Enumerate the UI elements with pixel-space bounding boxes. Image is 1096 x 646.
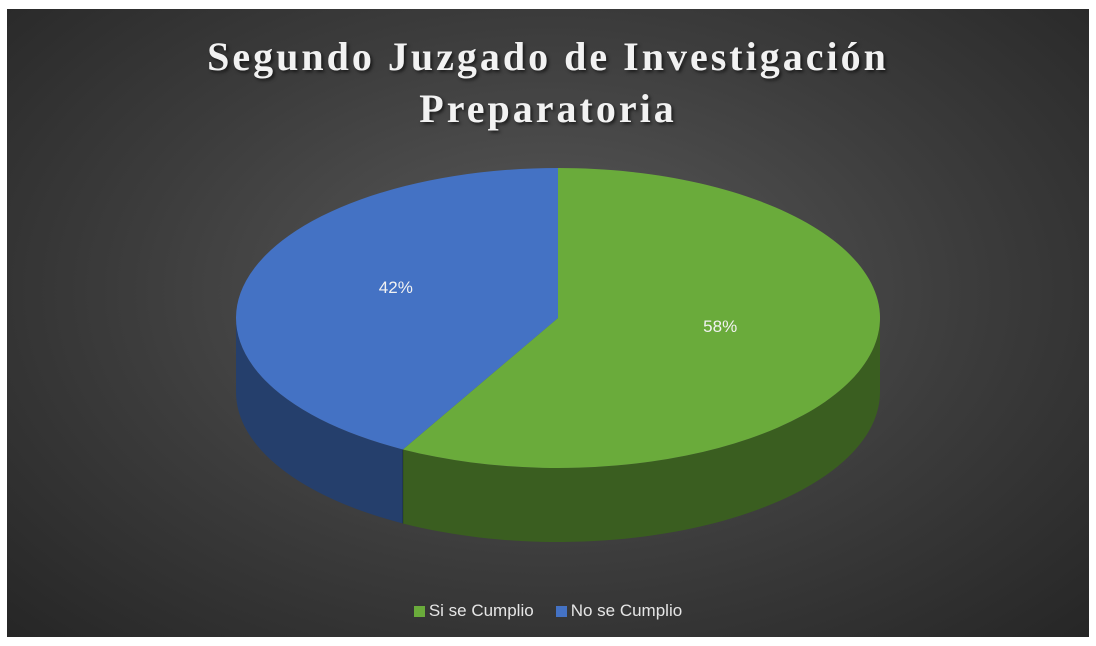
legend: Si se Cumplio No se Cumplio bbox=[7, 601, 1089, 621]
legend-item: No se Cumplio bbox=[555, 601, 683, 621]
data-label: 42% bbox=[379, 278, 413, 297]
legend-swatch bbox=[413, 605, 425, 617]
slice bbox=[235, 168, 558, 450]
data-label: 58% bbox=[703, 317, 737, 336]
slice bbox=[402, 168, 880, 468]
legend-swatch bbox=[555, 605, 567, 617]
chart: Segundo Juzgado de Investigación Prepara… bbox=[7, 9, 1089, 637]
slice-side bbox=[402, 318, 880, 542]
pie-plot: 58% 42% bbox=[235, 168, 880, 542]
legend-label: Si se Cumplio bbox=[428, 601, 534, 620]
slice-side bbox=[236, 318, 403, 524]
chart-title: Segundo Juzgado de Investigación Prepara… bbox=[207, 34, 889, 131]
legend-item: Si se Cumplio bbox=[413, 601, 534, 621]
legend-label: No se Cumplio bbox=[570, 601, 683, 620]
